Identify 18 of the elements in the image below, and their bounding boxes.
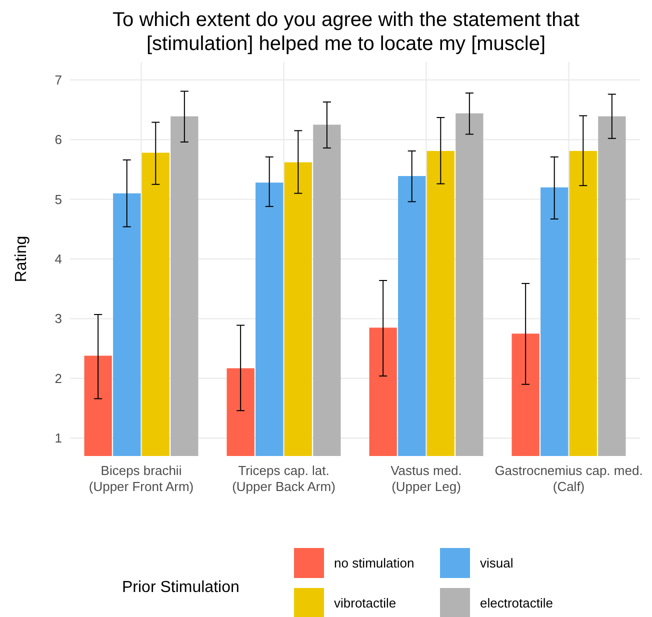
y-tick-label: 7 [54,72,62,88]
y-tick-label: 3 [54,311,62,326]
y-tick-label: 1 [54,430,62,446]
legend-label: visual [480,556,514,571]
x-tick-label: Vastus med. (Upper Leg) [390,463,462,494]
x-tick-label: Triceps cap. lat. (Upper Back Arm) [232,463,336,494]
legend-title: Prior Stimulation [122,579,240,596]
y-tick-label: 5 [54,192,62,207]
y-tick-label: 6 [54,132,62,148]
y-tick-label: 4 [54,252,62,267]
y-axis-title: Rating [13,236,30,282]
y-tick-label: 2 [54,370,62,386]
legend-label: vibrotactile [334,596,396,611]
x-tick-label: Biceps brachii (Upper Front Arm) [88,463,194,494]
chart-title: To which extent do you agree with the statement that [stimulation] helped me to locate my [muscle] [112,9,580,55]
legend-label: electrotactile [480,596,553,611]
x-tick-label: Gastrocnemius cap. med. (Calf) [494,463,643,494]
legend-label: no stimulation [334,556,414,571]
